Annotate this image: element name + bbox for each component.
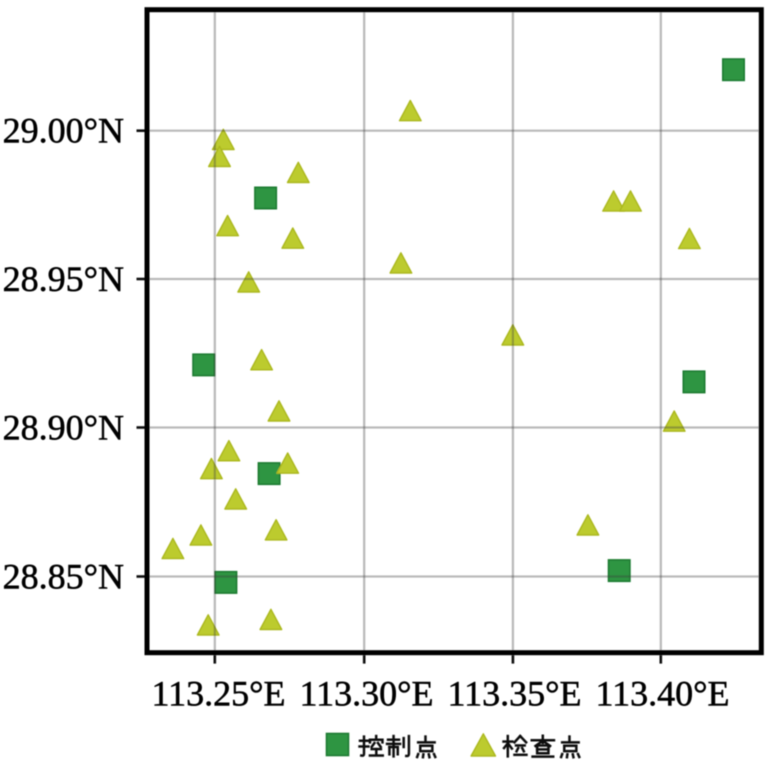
svg-text:29.00°N: 29.00°N bbox=[3, 111, 124, 151]
svg-text:28.90°N: 28.90°N bbox=[3, 407, 124, 447]
svg-text:28.95°N: 28.95°N bbox=[3, 259, 124, 299]
svg-text:28.85°N: 28.85°N bbox=[3, 556, 124, 596]
svg-text:113.30°E: 113.30°E bbox=[299, 674, 433, 714]
svg-text:113.25°E: 113.25°E bbox=[151, 674, 285, 714]
svg-text:113.40°E: 113.40°E bbox=[595, 674, 729, 714]
svg-text:113.35°E: 113.35°E bbox=[447, 674, 581, 714]
